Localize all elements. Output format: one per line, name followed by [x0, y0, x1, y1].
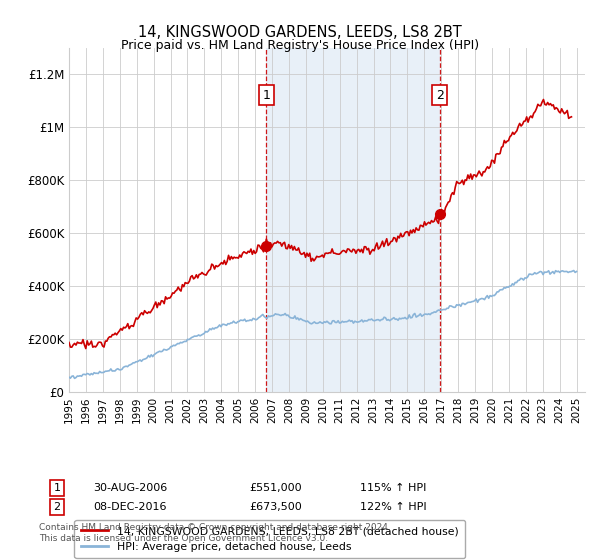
Text: 2: 2: [436, 89, 444, 102]
Text: 115% ↑ HPI: 115% ↑ HPI: [360, 483, 427, 493]
Text: 2: 2: [53, 502, 61, 512]
Text: 1: 1: [262, 89, 271, 102]
Text: 1: 1: [53, 483, 61, 493]
Text: £551,000: £551,000: [249, 483, 302, 493]
Text: £673,500: £673,500: [249, 502, 302, 512]
Bar: [266, 48, 440, 392]
Legend: 14, KINGSWOOD GARDENS, LEEDS, LS8 2BT (detached house), HPI: Average price, deta: 14, KINGSWOOD GARDENS, LEEDS, LS8 2BT (d…: [74, 520, 465, 558]
Text: 08-DEC-2016: 08-DEC-2016: [93, 502, 167, 512]
Text: Price paid vs. HM Land Registry's House Price Index (HPI): Price paid vs. HM Land Registry's House …: [121, 39, 479, 52]
Text: 30-AUG-2006: 30-AUG-2006: [93, 483, 167, 493]
Text: Contains HM Land Registry data © Crown copyright and database right 2024.: Contains HM Land Registry data © Crown c…: [39, 523, 391, 533]
Text: This data is licensed under the Open Government Licence v3.0.: This data is licensed under the Open Gov…: [39, 534, 328, 543]
Text: 14, KINGSWOOD GARDENS, LEEDS, LS8 2BT: 14, KINGSWOOD GARDENS, LEEDS, LS8 2BT: [138, 25, 462, 40]
Text: 122% ↑ HPI: 122% ↑ HPI: [360, 502, 427, 512]
